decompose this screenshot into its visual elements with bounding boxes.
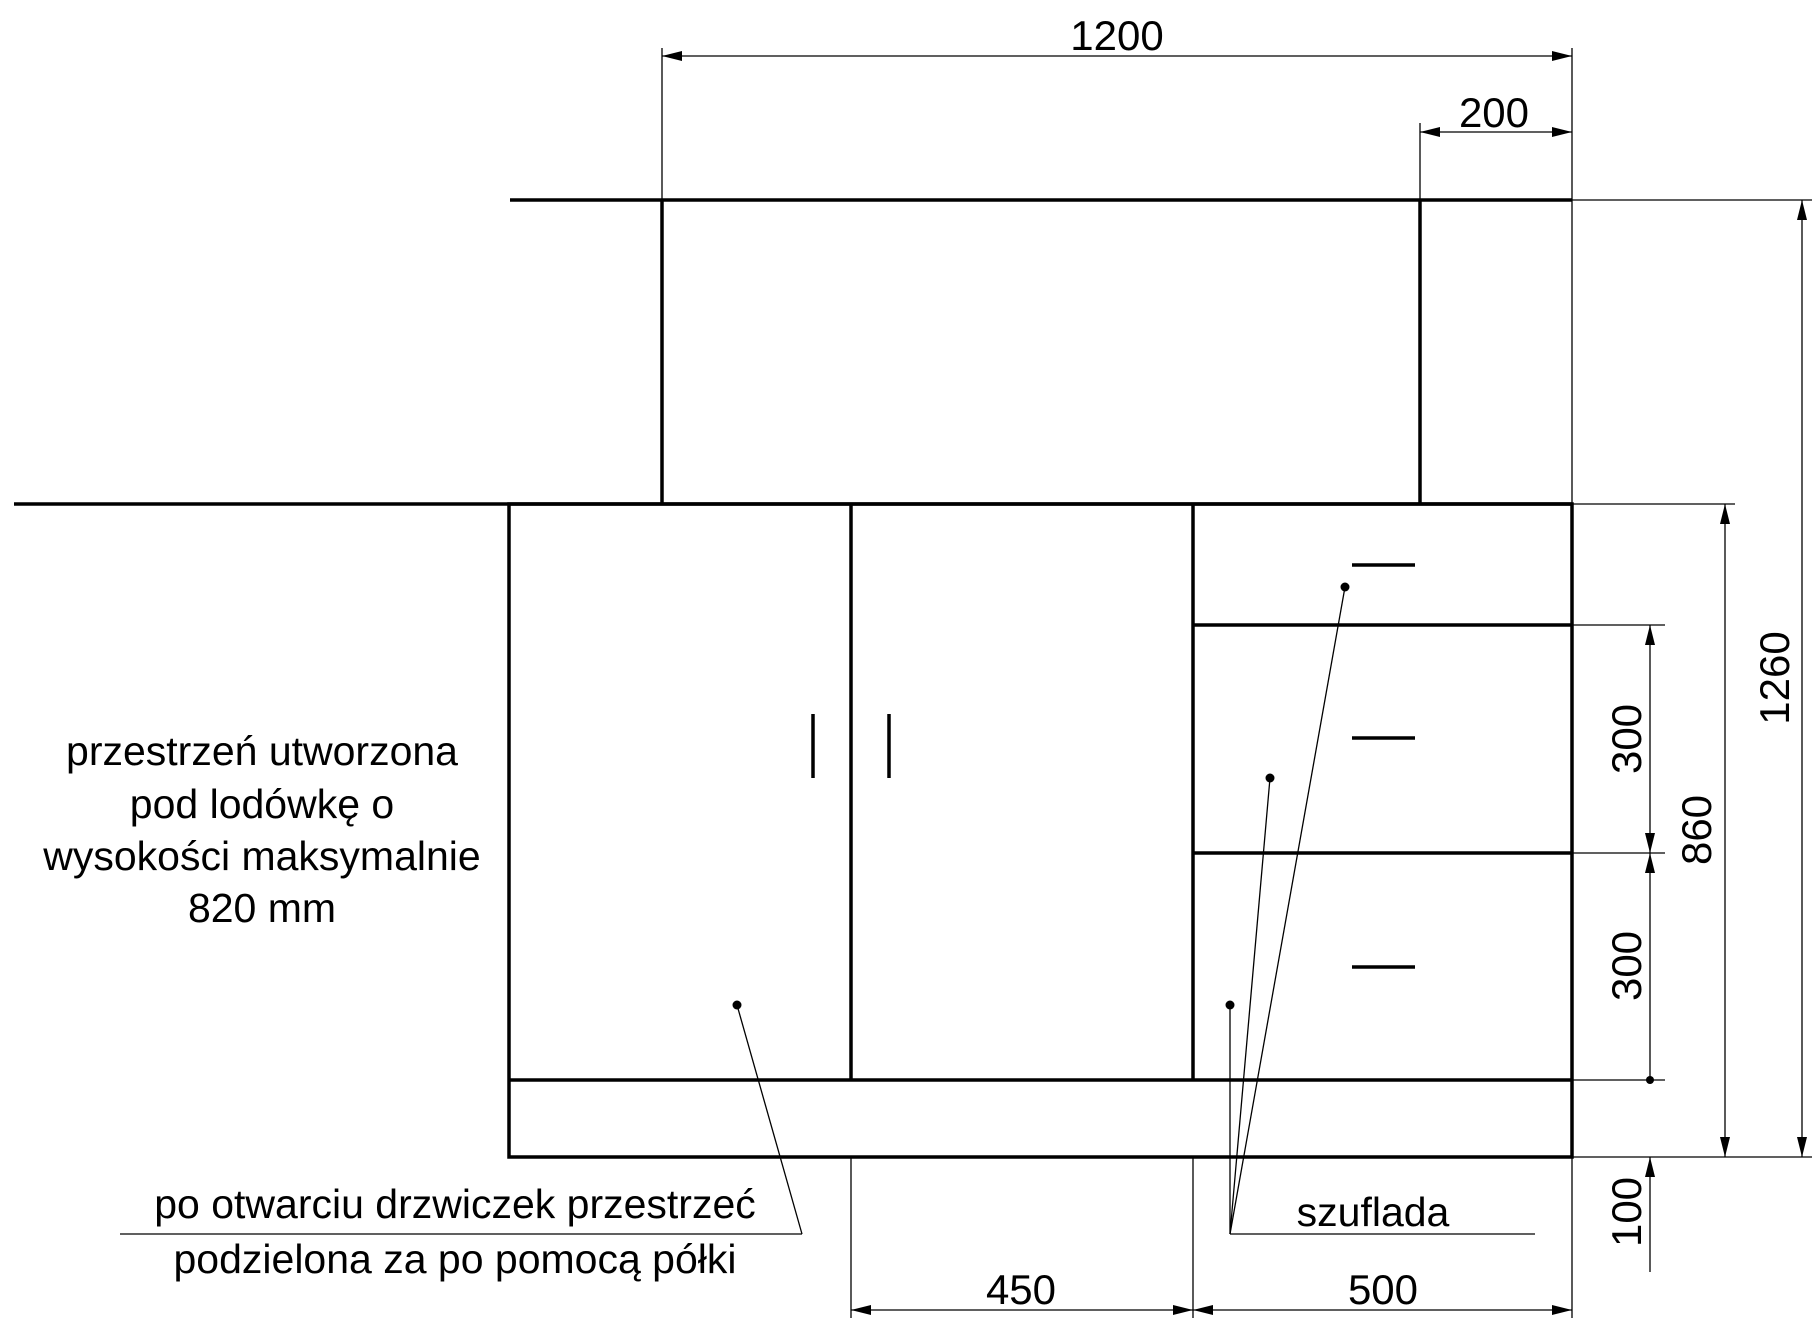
svg-text:wysokości maksymalnie: wysokości maksymalnie [42,833,480,879]
svg-text:podzielona za po pomocą półki: podzielona za po pomocą półki [174,1236,737,1282]
dim-plinth: 100 [1603,1177,1650,1247]
fridge-space-note: przestrzeń utworzona pod lodówkę o wysok… [42,728,480,931]
svg-text:po otwarciu drzwiczek przestrz: po otwarciu drzwiczek przestrzeć [154,1181,756,1227]
extension-lines [661,48,1812,1318]
svg-text:pod lodówkę o: pod lodówkę o [130,781,394,827]
dim-door-width: 450 [986,1266,1056,1313]
dim-total-width: 1200 [1070,12,1163,59]
dim-drawer-height-2: 300 [1603,931,1650,1001]
svg-text:przestrzeń utworzona: przestrzeń utworzona [66,728,458,774]
dim-total-height: 1260 [1751,631,1798,724]
shelf-note: po otwarciu drzwiczek przestrzeć podziel… [154,1181,756,1282]
dim-cabinet-height: 860 [1673,795,1720,865]
cabinet-outline [14,198,1574,1159]
handles [811,563,1415,969]
leader-lines [120,582,1535,1235]
dimension-lines [662,51,1807,1315]
dim-drawer-width: 500 [1348,1266,1418,1313]
drawer-label: szuflada [1297,1189,1450,1235]
dim-right-gap: 200 [1459,89,1529,136]
dim-drawer-height-1: 300 [1603,704,1650,774]
svg-text:820 mm: 820 mm [188,885,336,931]
